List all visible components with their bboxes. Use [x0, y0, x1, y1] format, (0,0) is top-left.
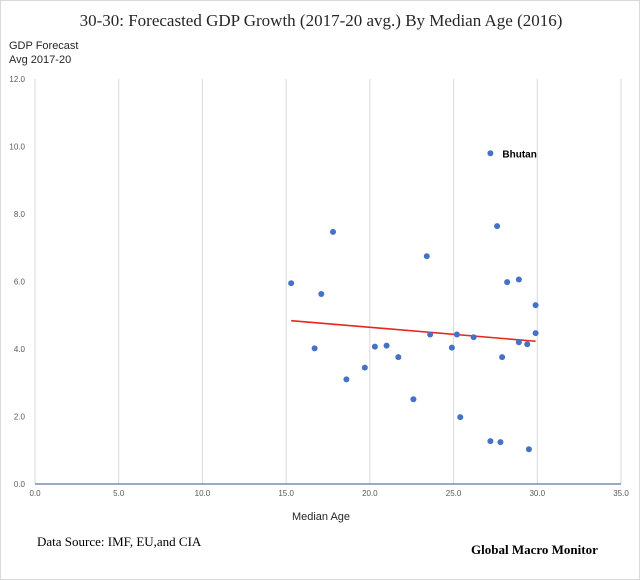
data-point: [343, 376, 350, 383]
data-point: [427, 331, 434, 338]
data-point: [532, 330, 539, 337]
data-point: [515, 339, 522, 346]
data-point: [423, 253, 430, 260]
data-point: [361, 364, 368, 371]
y-tick-label: 6.0: [14, 278, 26, 287]
y-tick-label: 10.0: [9, 143, 25, 152]
data-point: [288, 280, 295, 287]
data-point: [371, 343, 378, 350]
y-axis-label-line-1: GDP Forecast: [9, 40, 79, 52]
data-point: [494, 223, 501, 230]
x-axis-label: Median Age: [291, 511, 351, 523]
y-tick-label: 4.0: [14, 345, 26, 354]
data-point: [504, 279, 511, 286]
data-point: [532, 302, 539, 309]
data-point: [448, 344, 455, 351]
x-tick-label: 0.0: [29, 489, 41, 498]
y-tick-label: 8.0: [14, 210, 26, 219]
point-annotation: Bhutan: [502, 149, 536, 160]
chart-title: 30-30: Forecasted GDP Growth (2017-20 av…: [79, 11, 563, 30]
data-point: [499, 354, 506, 361]
y-tick-label: 0.0: [14, 480, 26, 489]
data-point: [383, 342, 390, 349]
trend-line: [291, 319, 536, 343]
data-point: [330, 228, 337, 235]
data-point: [457, 414, 464, 421]
data-source-note: Data Source: IMF, EU,and CIA: [37, 534, 202, 549]
data-point: [524, 341, 531, 348]
y-tick-label: 12.0: [9, 75, 25, 84]
data-point: [395, 354, 402, 361]
x-tick-label: 20.0: [362, 489, 378, 498]
x-tick-label: 15.0: [278, 489, 294, 498]
x-tick-label: 5.0: [113, 489, 125, 498]
brand-label: Global Macro Monitor: [471, 542, 598, 557]
x-tick-label: 25.0: [446, 489, 462, 498]
data-point: [525, 446, 532, 453]
data-point: [497, 439, 504, 446]
data-point: [453, 331, 460, 338]
data-point: [515, 276, 522, 283]
x-tick-label: 30.0: [529, 489, 545, 498]
data-point: [318, 290, 325, 297]
data-point: [410, 396, 417, 403]
x-tick-label: 35.0: [613, 489, 629, 498]
y-axis-label-line-2: Avg 2017-20: [9, 54, 72, 66]
x-tick-label: 10.0: [195, 489, 211, 498]
data-point: [311, 345, 318, 352]
data-point: [487, 150, 494, 157]
data-point: [470, 334, 477, 341]
y-tick-label: 2.0: [14, 413, 26, 422]
data-point: [487, 438, 494, 445]
